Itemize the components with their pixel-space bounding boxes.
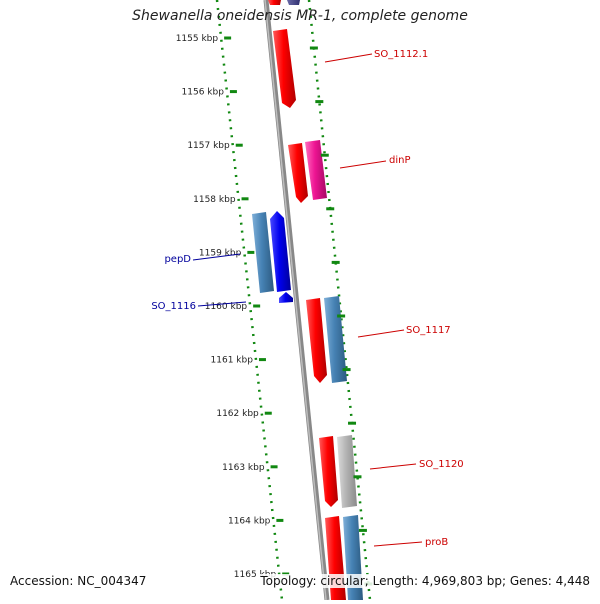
tick-label: 1165 kbp [234, 570, 277, 580]
gene-arrow[interactable] [270, 211, 291, 292]
gene-label[interactable]: SO_1120 [419, 459, 464, 470]
gene-leader-line [369, 463, 417, 470]
inner-dotted-ring [215, 0, 284, 601]
gene-arrow[interactable] [319, 436, 338, 507]
genome-summary: Topology: circular; Length: 4,969,803 bp… [260, 574, 590, 588]
gene-arrow[interactable] [268, 0, 281, 5]
gene-leader-line [339, 160, 387, 169]
genome-backbone-highlight [264, 0, 327, 601]
gene-leader-line [373, 541, 423, 547]
gene-leader-line [324, 53, 373, 63]
tick-label: 1157 kbp [187, 141, 230, 151]
gene-label[interactable]: SO_1112.1 [374, 49, 428, 60]
tick-label: 1163 kbp [222, 463, 265, 473]
gene-arrow[interactable] [288, 143, 308, 203]
tick-label: 1160 kbp [205, 302, 248, 312]
gene-arrow-so-1120[interactable] [337, 435, 357, 508]
map-title: Shewanella oneidensis MR-1, complete gen… [132, 8, 468, 24]
gene-label[interactable]: SO_1117 [406, 325, 451, 336]
gene-arrow-dinp[interactable] [305, 140, 327, 200]
gene-leader-line [192, 253, 241, 261]
gene-arrow-so-1116[interactable] [279, 292, 293, 303]
gene-features [252, 0, 363, 600]
gene-label[interactable]: proB [425, 537, 448, 548]
tick-label: 1164 kbp [228, 516, 271, 526]
gene-label[interactable]: pepD [164, 254, 191, 265]
gene-leader-line [197, 301, 247, 307]
tick-label: 1161 kbp [211, 356, 254, 366]
gene-arrow[interactable] [287, 0, 300, 5]
gene-arrow-so-1117[interactable] [324, 296, 347, 383]
gene-label[interactable]: SO_1116 [151, 301, 196, 312]
tick-label: 1156 kbp [182, 88, 225, 98]
gene-arrow-so-1112-1[interactable] [273, 29, 296, 108]
gene-labels: SO_1112.1 dinP pepD SO_1116 SO_1117 SO_1120pr… [151, 49, 463, 548]
tick-label: 1162 kbp [216, 409, 259, 419]
tick-label: 1159 kbp [199, 248, 242, 258]
accession-label: Accession: NC_004347 [10, 574, 147, 588]
position-ticks: 1155 kbp 1156 kbp 1157 kbp 1158 kbp 1159 kbp… [176, 34, 373, 586]
gene-leader-line [357, 329, 405, 338]
gene-arrow-pepd[interactable] [252, 212, 274, 293]
gene-label[interactable]: dinP [389, 155, 411, 166]
genome-backbone [263, 0, 330, 601]
gene-arrow[interactable] [306, 298, 327, 383]
tick-label: 1155 kbp [176, 34, 219, 44]
tick-label: 1158 kbp [193, 195, 236, 205]
